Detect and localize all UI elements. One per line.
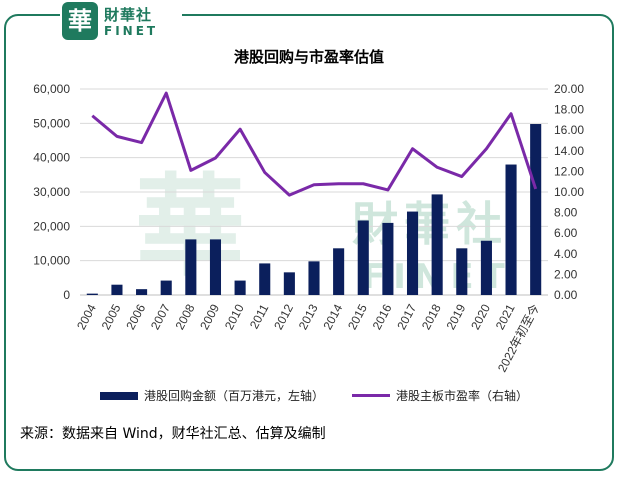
- legend-item-bar: 港股回购金额（百万港元，左轴）: [100, 387, 324, 404]
- logo-name-cn: 財華社: [104, 6, 153, 24]
- bar-2018: [431, 194, 443, 295]
- bar-2007: [160, 280, 172, 295]
- bar-2021: [505, 164, 517, 295]
- legend-swatch-line: [352, 394, 390, 397]
- right-tick-label: 4.00: [554, 247, 578, 261]
- x-tick-label: 2017: [394, 302, 419, 332]
- right-tick-label: 20.00: [554, 82, 584, 96]
- bar-2015: [357, 220, 369, 295]
- x-tick-label: 2005: [99, 302, 124, 332]
- bar-2009: [209, 239, 222, 295]
- right-tick-label: 14.00: [554, 144, 584, 158]
- right-tick-label: 6.00: [554, 226, 578, 240]
- x-tick-label: 2021: [493, 302, 518, 332]
- logo-name-en: FINET: [104, 24, 159, 38]
- bar-2019: [456, 248, 468, 295]
- bar-2008: [185, 239, 197, 295]
- right-tick-label: 18.00: [554, 103, 584, 117]
- bar-2011: [259, 263, 271, 295]
- legend-label-bar: 港股回购金额（百万港元，左轴）: [144, 389, 325, 403]
- left-tick-label: 40,000: [33, 151, 70, 165]
- x-tick-label: 2016: [370, 302, 395, 332]
- left-tick-label: 60,000: [33, 82, 70, 96]
- x-tick-label: 2011: [247, 302, 272, 332]
- right-tick-label: 12.00: [554, 164, 584, 178]
- bar-2005: [111, 284, 123, 295]
- legend-swatch-bar: [100, 391, 138, 400]
- source-note: 来源：数据来自 Wind，财华社汇总、估算及编制: [20, 426, 326, 442]
- bar-2020: [480, 240, 492, 295]
- right-tick-label: 0.00: [554, 288, 578, 302]
- bar-2017: [406, 211, 419, 295]
- bar-2012: [283, 272, 295, 295]
- left-tick-label: 20,000: [33, 219, 70, 233]
- left-tick-label: 10,000: [33, 254, 70, 268]
- x-tick-label: 2019: [444, 302, 469, 332]
- x-tick-label: 2006: [123, 302, 148, 332]
- left-tick-label: 30,000: [33, 185, 70, 199]
- legend-item-line: 港股主板市盈率（右轴）: [352, 387, 528, 404]
- bar-2013: [308, 261, 320, 295]
- bar-2014: [333, 248, 345, 295]
- bar-2022年初至今: [530, 124, 542, 296]
- x-tick-label: 2008: [173, 302, 198, 332]
- x-tick-label: 2010: [222, 302, 247, 332]
- right-tick-label: 10.00: [554, 185, 584, 199]
- left-tick-label: 0: [63, 288, 70, 302]
- right-tick-label: 16.00: [554, 123, 584, 137]
- x-tick-label: 2014: [320, 302, 345, 332]
- finet-logo: 華 財華社 FINET: [60, 0, 182, 44]
- watermark-cn: 財華社: [352, 197, 508, 251]
- chart-legend: 港股回购金额（百万港元，左轴） 港股主板市盈率（右轴）: [0, 387, 618, 407]
- x-tick-label: 2018: [419, 302, 444, 332]
- logo-mark-icon: 華: [62, 2, 98, 40]
- right-tick-label: 2.00: [554, 267, 578, 281]
- x-tick-label: 2012: [271, 302, 296, 332]
- bar-2004: [86, 293, 98, 295]
- legend-label-line: 港股主板市盈率（右轴）: [396, 389, 529, 403]
- bar-2010: [234, 280, 246, 295]
- bar-2006: [136, 289, 148, 295]
- x-tick-label: 2007: [148, 302, 173, 332]
- x-tick-label: 2009: [197, 302, 222, 332]
- bar-2016: [382, 222, 394, 295]
- chart-title: 港股回购与市盈率估值: [233, 48, 384, 66]
- x-tick-label: 2004: [74, 302, 99, 332]
- right-tick-label: 8.00: [554, 206, 578, 220]
- left-tick-label: 50,000: [33, 116, 70, 130]
- x-tick-label: 2015: [345, 302, 370, 332]
- x-tick-label: 2020: [468, 302, 493, 332]
- x-tick-label: 2013: [296, 302, 321, 332]
